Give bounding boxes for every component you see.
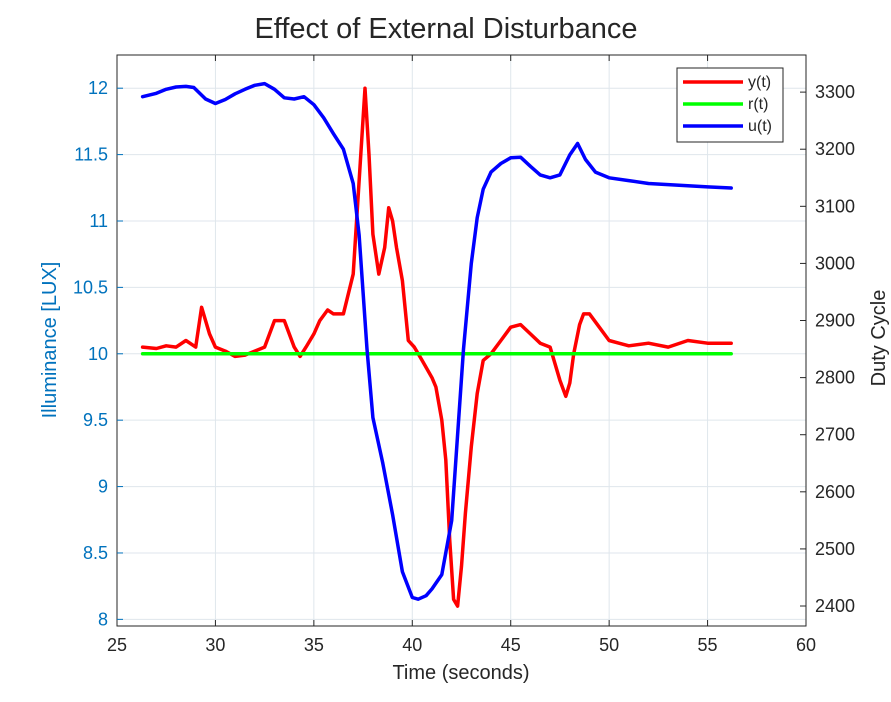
y-right-tick-label: 2800 — [815, 368, 855, 388]
y-left-tick-label: 10.5 — [73, 277, 108, 297]
y-right-tick-label: 2500 — [815, 539, 855, 559]
y-right-tick-label: 2400 — [815, 596, 855, 616]
x-axis-label: Time (seconds) — [392, 662, 529, 684]
y-right-tick-label: 2600 — [815, 482, 855, 502]
x-tick-label: 50 — [599, 635, 619, 655]
y-right-tick-label: 3100 — [815, 196, 855, 216]
x-tick-label: 25 — [107, 635, 127, 655]
y-left-tick-label: 8.5 — [83, 543, 108, 563]
y-left-tick-label: 11 — [89, 211, 108, 231]
legend-label: u(t) — [748, 118, 772, 135]
x-tick-label: 30 — [205, 635, 225, 655]
y-left-tick-label: 10 — [88, 344, 108, 364]
x-tick-label: 60 — [796, 635, 816, 655]
legend: y(t) r(t) u(t) — [676, 67, 784, 143]
x-tick-label: 45 — [501, 635, 521, 655]
y-right-tick-label: 3000 — [815, 253, 855, 273]
y-axis-left-label: Illuminance [LUX] — [39, 262, 61, 419]
y-left-tick-label: 11.5 — [74, 145, 108, 165]
legend-label: r(t) — [748, 96, 768, 113]
axis-ticks: 25 30 35 40 45 50 55 60 8 8.5 9 9.5 10 10.5 11 11.5 12 24… — [73, 55, 855, 655]
y-left-tick-label: 12 — [88, 78, 108, 98]
x-tick-label: 35 — [304, 635, 324, 655]
y-right-tick-label: 3300 — [815, 82, 855, 102]
y-right-tick-label: 3200 — [815, 139, 855, 159]
y-right-tick-label: 2700 — [815, 425, 855, 445]
series-line-ut — [140, 81, 733, 601]
plot-lines — [140, 81, 733, 608]
y-left-tick-label: 8 — [98, 609, 108, 629]
x-tick-label: 40 — [402, 635, 422, 655]
y-left-tick-label: 9.5 — [83, 410, 108, 430]
x-tick-label: 55 — [698, 635, 718, 655]
legend-label: y(t) — [748, 74, 771, 91]
y-axis-right-label: Duty Cycle — [868, 290, 890, 387]
chart-title: Effect of External Disturbance — [254, 13, 637, 45]
y-left-tick-label: 9 — [98, 477, 108, 497]
y-right-tick-label: 2900 — [815, 311, 855, 331]
plot-frame — [116, 54, 807, 627]
